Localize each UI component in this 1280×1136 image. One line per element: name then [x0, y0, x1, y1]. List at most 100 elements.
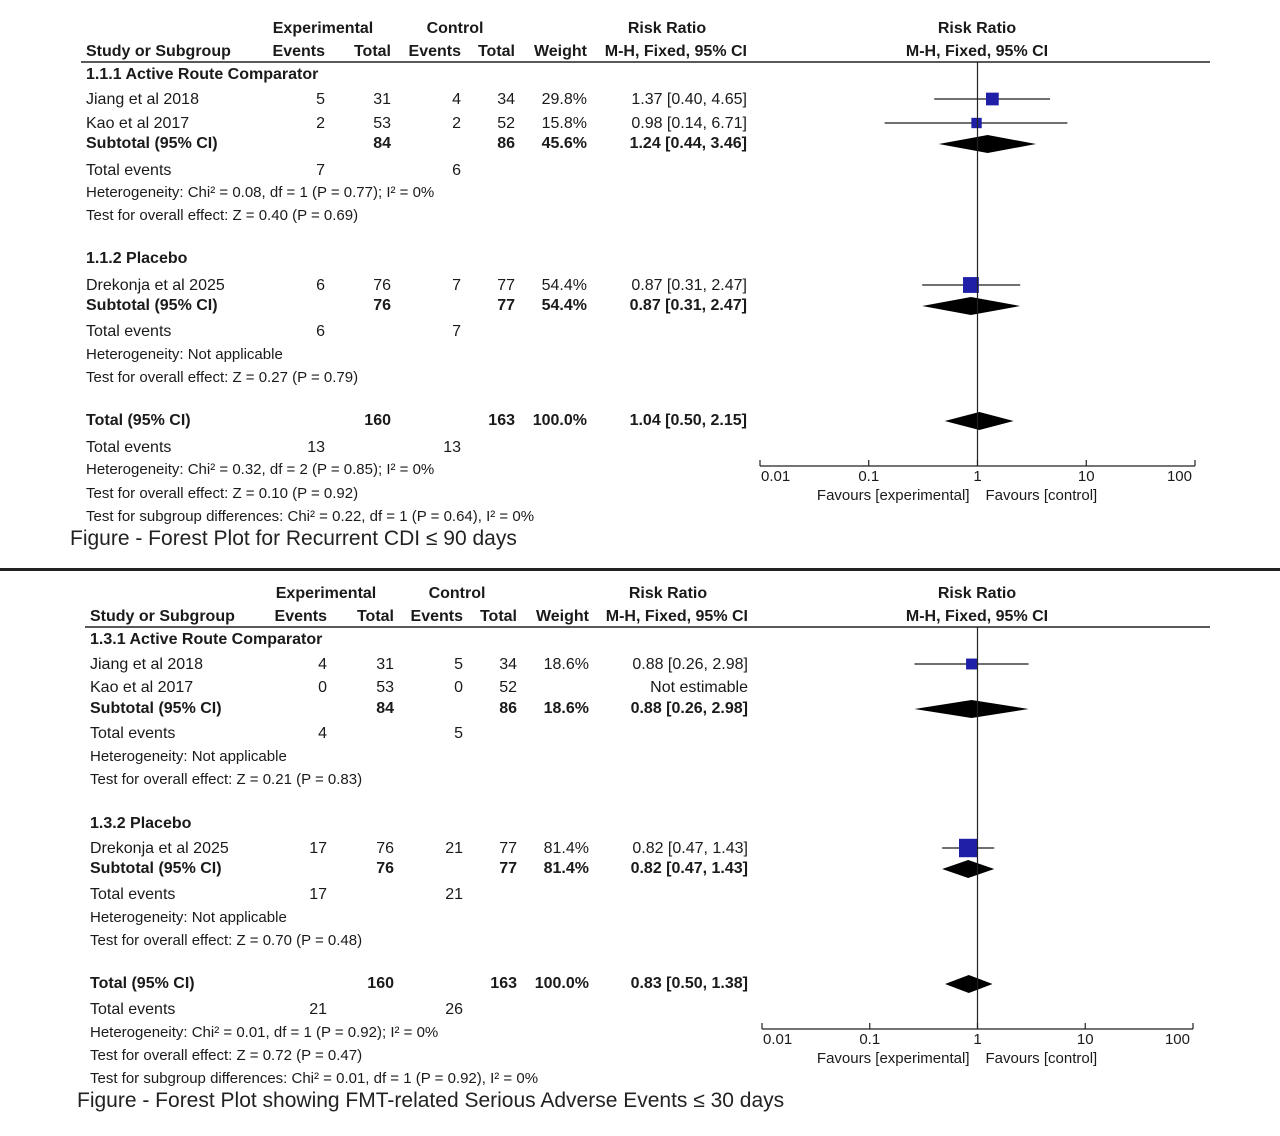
total-ctrl-total: 163 [488, 412, 515, 429]
header-weight: Weight [534, 43, 588, 60]
tick-label: 100 [1167, 468, 1192, 485]
total-events-label: Total events [90, 1001, 175, 1018]
study-ci: 0.88 [0.26, 2.98] [632, 656, 748, 673]
header-method: M-H, Fixed, 95% CI [605, 43, 747, 60]
header-exp-events: Events [275, 608, 328, 625]
tick-label: 1 [973, 1031, 981, 1048]
subtotal-ctrl-total: 86 [497, 135, 515, 152]
panel-divider [0, 568, 1280, 571]
subtotal-label: Subtotal (95% CI) [86, 297, 218, 314]
header-risk-ratio: Risk Ratio [628, 20, 706, 37]
tick-label: 10 [1078, 468, 1095, 485]
study-ci: 1.37 [0.40, 4.65] [631, 91, 747, 108]
total-ci: 0.83 [0.50, 1.38] [631, 975, 748, 992]
heterogeneity-text: Heterogeneity: Chi² = 0.01, df = 1 (P = … [90, 1024, 438, 1041]
total-label: Total (95% CI) [90, 975, 195, 992]
tick-label: 0.01 [763, 1031, 792, 1048]
study-ctrl-total: 34 [497, 91, 515, 108]
study-ctrl-total: 52 [497, 115, 515, 132]
subtotal-weight: 45.6% [542, 135, 587, 152]
study-name: Drekonja et al 2025 [86, 277, 225, 294]
total-events-label: Total events [90, 725, 175, 742]
total-events-label: Total events [90, 886, 175, 903]
study-exp-total: 31 [376, 656, 394, 673]
total-events-ctrl: 7 [452, 323, 461, 340]
total-events-exp: 4 [318, 725, 327, 742]
study-name: Drekonja et al 2025 [90, 840, 229, 857]
study-name: Kao et al 2017 [90, 679, 193, 696]
overall-effect-text: Test for overall effect: Z = 0.27 (P = 0… [86, 369, 358, 386]
header-exp-events: Events [273, 43, 326, 60]
study-ctrl-total: 52 [499, 679, 517, 696]
study-weight: 54.4% [542, 277, 587, 294]
header-study: Study or Subgroup [90, 608, 235, 625]
tick-label: 1 [973, 468, 981, 485]
subtotal-exp-total: 76 [373, 297, 391, 314]
total-events-ctrl: 5 [454, 725, 463, 742]
study-ctrl-events: 0 [454, 679, 463, 696]
subtotal-diamond [914, 700, 1029, 718]
overall-effect-text: Test for overall effect: Z = 0.40 (P = 0… [86, 207, 358, 224]
header-ctrl-events: Events [411, 608, 464, 625]
header-experimental: Experimental [273, 20, 373, 37]
favours-experimental-label: Favours [experimental] [817, 487, 970, 504]
header-risk-ratio: Risk Ratio [629, 585, 707, 602]
total-events-ctrl: 21 [445, 886, 463, 903]
subtotal-ci: 0.88 [0.26, 2.98] [631, 700, 748, 717]
header-experimental: Experimental [276, 585, 376, 602]
study-exp-events: 0 [318, 679, 327, 696]
total-events-label: Total events [86, 162, 171, 179]
study-weight: 81.4% [544, 840, 589, 857]
subtotal-diamond [922, 297, 1021, 315]
figure-caption: Figure - Forest Plot showing FMT-related… [77, 1089, 785, 1112]
tick-label: 0.1 [858, 468, 879, 485]
effect-marker [958, 838, 978, 858]
favours-control-label: Favours [control] [986, 487, 1098, 504]
study-ctrl-events: 2 [452, 115, 461, 132]
subtotal-weight: 54.4% [542, 297, 587, 314]
forest-plot-svg: Experimental Control Risk Ratio Risk Ratio S… [81, 20, 1210, 525]
study-ctrl-events: 4 [452, 91, 461, 108]
header-plot-title: Risk Ratio [938, 585, 1016, 602]
total-events-ctrl: 26 [445, 1001, 463, 1018]
effect-marker [971, 117, 982, 129]
total-events-exp: 21 [309, 1001, 327, 1018]
header-ctrl-total: Total [478, 43, 515, 60]
header-plot-method: M-H, Fixed, 95% CI [906, 43, 1048, 60]
header-control: Control [427, 20, 484, 37]
total-label: Total (95% CI) [86, 412, 191, 429]
total-events-exp: 7 [316, 162, 325, 179]
total-diamond [944, 412, 1014, 430]
subgroup-title: 1.3.1 Active Route Comparator [90, 631, 322, 648]
header-control: Control [429, 585, 486, 602]
total-events-label: Total events [86, 439, 171, 456]
header-weight: Weight [536, 608, 590, 625]
overall-effect-text: Test for overall effect: Z = 0.70 (P = 0… [90, 932, 362, 949]
study-exp-total: 76 [376, 840, 394, 857]
total-ci: 1.04 [0.50, 2.15] [630, 412, 747, 429]
study-ctrl-events: 7 [452, 277, 461, 294]
total-weight: 100.0% [535, 975, 589, 992]
study-weight: 15.8% [542, 115, 587, 132]
subgroup-title: 1.1.2 Placebo [86, 250, 188, 267]
total-diamond [945, 975, 993, 993]
subtotal-ci: 0.87 [0.31, 2.47] [630, 297, 747, 314]
subgroup-title: 1.3.2 Placebo [90, 815, 192, 832]
total-events-ctrl: 13 [443, 439, 461, 456]
total-exp-total: 160 [364, 412, 391, 429]
figure-caption: Figure - Forest Plot for Recurrent CDI ≤… [70, 527, 517, 550]
study-ci: 0.82 [0.47, 1.43] [632, 840, 748, 857]
subtotal-ci: 0.82 [0.47, 1.43] [631, 860, 748, 877]
header-study: Study or Subgroup [86, 43, 231, 60]
subtotal-label: Subtotal (95% CI) [90, 700, 222, 717]
study-exp-events: 4 [318, 656, 327, 673]
total-ctrl-total: 163 [490, 975, 517, 992]
subtotal-exp-total: 76 [376, 860, 394, 877]
subgroup-differences-text: Test for subgroup differences: Chi² = 0.… [90, 1070, 538, 1086]
heterogeneity-text: Heterogeneity: Not applicable [90, 909, 287, 926]
effect-marker [963, 277, 979, 293]
total-exp-total: 160 [367, 975, 394, 992]
overall-effect-text: Test for overall effect: Z = 0.21 (P = 0… [90, 771, 362, 788]
study-exp-events: 2 [316, 115, 325, 132]
study-name: Jiang et al 2018 [86, 91, 199, 108]
